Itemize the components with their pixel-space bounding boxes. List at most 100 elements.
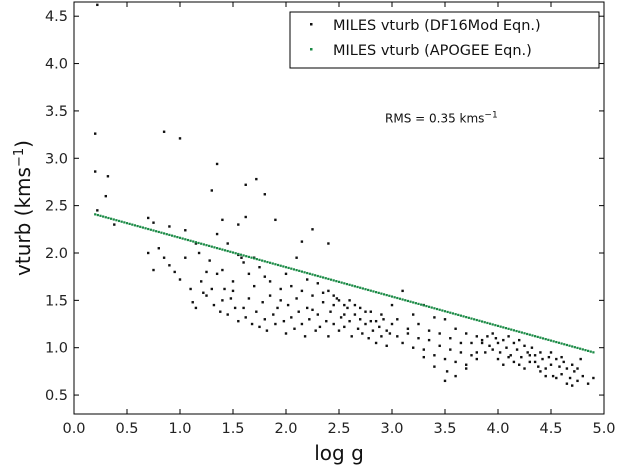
scatter-point-df16mod [210, 189, 213, 192]
scatter-point-df16mod [417, 337, 420, 340]
scatter-point-apogee [319, 275, 322, 278]
scatter-point-apogee [353, 285, 356, 288]
scatter-point-df16mod [113, 223, 116, 226]
scatter-point-df16mod [343, 303, 346, 307]
scatter-point-df16mod [327, 242, 330, 245]
scatter-point-df16mod [329, 310, 332, 313]
scatter-point-df16mod [94, 170, 97, 173]
scatter-point-apogee [125, 222, 129, 225]
scatter-point-df16mod [480, 338, 484, 342]
scatter-point-df16mod [539, 351, 542, 354]
scatter-point-apogee [306, 271, 309, 275]
scatter-point-df16mod [359, 318, 362, 321]
scatter-point-df16mod [539, 370, 542, 373]
scatter-point-df16mod [152, 268, 155, 272]
scatter-point-df16mod [494, 337, 498, 340]
scatter-point-df16mod [369, 319, 372, 323]
scatter-point-df16mod [290, 316, 293, 319]
scatter-point-df16mod [406, 327, 410, 330]
scatter-point-df16mod [290, 284, 293, 288]
scatter-point-apogee [210, 245, 213, 248]
scatter-point-df16mod [367, 337, 370, 340]
scatter-point-df16mod [496, 357, 500, 361]
scatter-point-apogee [377, 291, 380, 294]
scatter-point-df16mod [279, 299, 282, 302]
scatter-point-apogee [107, 216, 110, 220]
scatter-point-df16mod [571, 363, 574, 366]
scatter-point-df16mod [178, 278, 182, 281]
scatter-point-df16mod [191, 301, 194, 304]
scatter-point-df16mod [147, 251, 150, 255]
scatter-point-df16mod [555, 357, 558, 361]
scatter-point-apogee [507, 327, 510, 330]
scatter-point-apogee [239, 253, 243, 256]
scatter-point-df16mod [242, 261, 245, 264]
scatter-point-apogee [136, 224, 139, 228]
scatter-point-apogee [213, 246, 216, 249]
scatter-point-apogee [192, 240, 195, 243]
scatter-point-apogee [584, 349, 587, 352]
scatter-point-df16mod [221, 218, 224, 222]
scatter-point-apogee [295, 269, 298, 272]
y-tick-label: 2.5 [45, 199, 68, 215]
scatter-point-apogee [287, 266, 290, 270]
scatter-point-apogee [322, 276, 325, 279]
scatter-point-apogee [388, 294, 391, 297]
scatter-point-apogee [112, 218, 115, 221]
scatter-point-df16mod [560, 355, 563, 359]
scatter-point-apogee [494, 324, 497, 327]
scatter-point-df16mod [250, 322, 254, 326]
scatter-point-apogee [560, 342, 563, 345]
scatter-point-apogee [94, 213, 97, 216]
scatter-point-apogee [406, 299, 409, 303]
scatter-point-apogee [367, 288, 370, 292]
scatter-point-df16mod [427, 338, 431, 342]
scatter-point-apogee [147, 227, 150, 231]
scatter-point-df16mod [335, 297, 339, 300]
scatter-point-apogee [486, 321, 489, 325]
scatter-point-apogee [290, 267, 293, 270]
scatter-point-df16mod [94, 132, 97, 135]
scatter-point-df16mod [168, 225, 171, 228]
scatter-point-apogee [587, 349, 590, 352]
scatter-point-apogee [541, 337, 545, 340]
scatter-point-df16mod [346, 306, 349, 310]
scatter-point-apogee [385, 293, 388, 297]
scatter-point-df16mod [433, 354, 436, 357]
scatter-point-df16mod [465, 367, 468, 370]
scatter-point-apogee [375, 291, 378, 294]
scatter-point-apogee [104, 216, 107, 219]
scatter-point-df16mod [422, 348, 425, 351]
scatter-point-apogee [274, 263, 277, 266]
scatter-point-apogee [523, 332, 526, 335]
scatter-point-apogee [592, 351, 595, 354]
scatter-point-df16mod [480, 341, 484, 345]
scatter-point-df16mod [374, 319, 378, 323]
scatter-point-apogee [247, 255, 250, 259]
scatter-point-df16mod [205, 270, 208, 274]
scatter-point-apogee [194, 241, 197, 244]
scatter-point-apogee [345, 282, 349, 286]
scatter-point-df16mod [491, 348, 494, 351]
scatter-point-df16mod [157, 247, 160, 250]
y-tick-label: 4.0 [45, 57, 68, 73]
scatter-point-df16mod [244, 215, 247, 219]
scatter-point-apogee [155, 230, 158, 233]
scatter-point-df16mod [205, 294, 208, 297]
scatter-point-apogee [555, 340, 558, 344]
scatter-point-df16mod [484, 351, 487, 354]
scatter-point-apogee [332, 279, 335, 282]
scatter-point-df16mod [361, 332, 364, 335]
scatter-point-df16mod [562, 360, 565, 364]
scatter-point-df16mod [321, 291, 325, 294]
scatter-point-df16mod [311, 294, 314, 297]
legend-marker-df16mod [310, 23, 313, 26]
scatter-point-apogee [579, 347, 582, 350]
scatter-point-apogee [531, 334, 534, 337]
scatter-point-apogee [417, 302, 420, 305]
scatter-point-apogee [128, 222, 131, 225]
scatter-point-df16mod [356, 327, 360, 330]
scatter-point-apogee [115, 219, 118, 222]
scatter-point-apogee [404, 299, 407, 302]
scatter-point-df16mod [547, 355, 551, 359]
